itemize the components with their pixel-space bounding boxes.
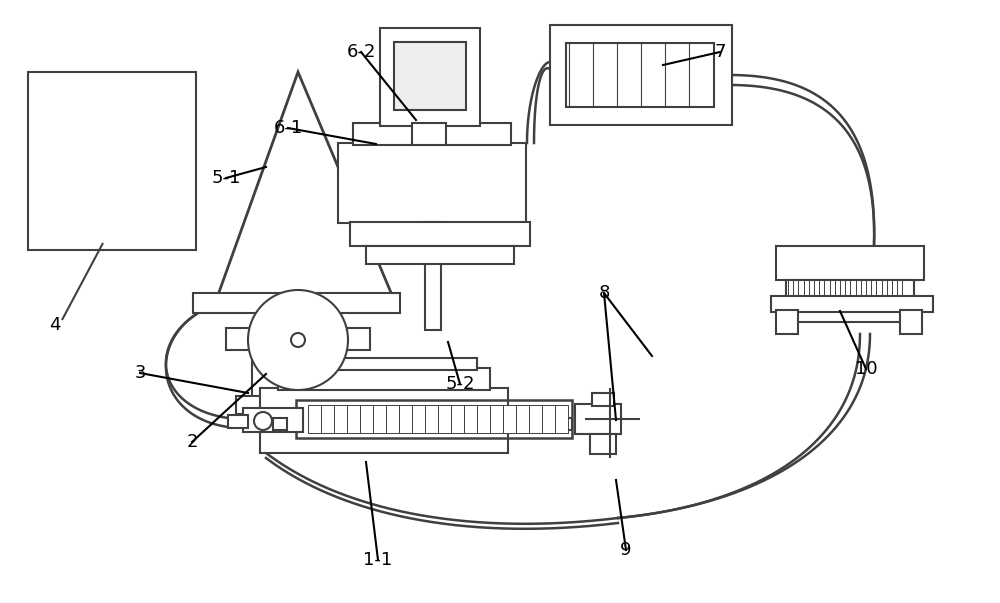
Bar xyxy=(28,72,196,250)
Bar xyxy=(347,405,360,433)
Circle shape xyxy=(248,290,348,390)
Bar xyxy=(321,405,334,433)
Bar xyxy=(338,143,526,223)
Bar xyxy=(350,222,530,246)
Bar xyxy=(503,405,516,433)
Bar xyxy=(252,348,280,400)
Bar xyxy=(451,405,464,433)
Text: 9: 9 xyxy=(620,541,632,559)
Bar xyxy=(226,328,370,350)
Bar xyxy=(386,405,399,433)
Text: 10: 10 xyxy=(855,360,877,378)
Text: 5-2: 5-2 xyxy=(445,375,475,393)
Bar xyxy=(296,400,572,438)
Text: 1-1: 1-1 xyxy=(363,551,393,569)
Bar xyxy=(516,405,529,433)
Bar xyxy=(312,348,340,400)
Circle shape xyxy=(254,412,272,430)
Bar xyxy=(308,405,321,433)
Bar xyxy=(575,404,621,434)
Bar xyxy=(193,293,400,313)
Text: 5-1: 5-1 xyxy=(211,169,241,187)
Bar xyxy=(490,405,503,433)
Bar xyxy=(786,280,914,322)
Bar xyxy=(477,405,490,433)
Bar xyxy=(353,123,511,145)
Bar xyxy=(464,405,477,433)
Text: 6-1: 6-1 xyxy=(273,119,303,137)
Bar xyxy=(776,310,798,334)
Text: 2: 2 xyxy=(186,433,198,451)
Text: 7: 7 xyxy=(714,43,726,61)
Circle shape xyxy=(291,333,305,347)
Bar xyxy=(771,296,933,312)
Bar xyxy=(373,405,386,433)
Bar xyxy=(438,405,451,433)
Bar xyxy=(425,405,438,433)
Bar xyxy=(380,28,480,126)
Bar xyxy=(366,246,514,264)
Bar xyxy=(542,405,555,433)
Bar xyxy=(590,434,616,454)
Bar xyxy=(273,418,287,430)
Bar xyxy=(555,405,568,433)
Bar xyxy=(360,405,373,433)
Bar xyxy=(558,418,572,430)
Bar xyxy=(243,408,303,432)
Bar xyxy=(293,358,477,370)
Bar xyxy=(399,405,412,433)
Bar xyxy=(394,42,466,110)
Text: 3: 3 xyxy=(134,364,146,382)
Bar xyxy=(278,368,490,390)
Bar xyxy=(425,222,441,330)
Bar xyxy=(236,396,360,414)
Text: 6-2: 6-2 xyxy=(346,43,376,61)
Bar xyxy=(529,405,542,433)
Bar xyxy=(776,246,924,280)
Bar xyxy=(900,310,922,334)
Bar xyxy=(228,415,248,428)
Bar xyxy=(412,123,446,145)
Bar xyxy=(412,405,425,433)
Bar xyxy=(592,393,614,406)
Text: 8: 8 xyxy=(598,284,610,302)
Bar xyxy=(550,25,732,125)
Bar xyxy=(566,43,714,107)
Bar xyxy=(260,388,508,453)
Text: 4: 4 xyxy=(49,316,61,334)
Bar xyxy=(270,318,320,332)
Bar xyxy=(252,414,342,430)
Bar xyxy=(334,405,347,433)
